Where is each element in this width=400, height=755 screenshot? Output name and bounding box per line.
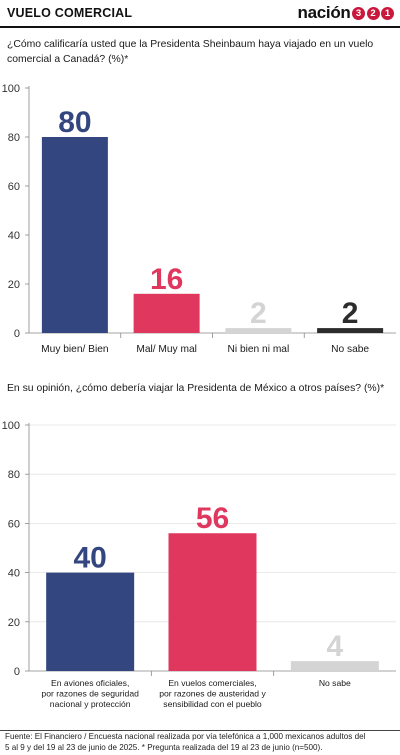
data-label-1-1: 80: [58, 106, 91, 139]
y-tick-label-100: 100: [2, 83, 20, 95]
brand-digit-2: 2: [366, 6, 380, 20]
chart-2-container: 0 20 40 60 80 100 40 En aviones oficiales, por r…: [0, 415, 400, 725]
y-tick-label-80: 80: [8, 132, 20, 144]
header-bar: VUELO COMERCIAL nación 3 2 1: [0, 0, 400, 26]
x-category-label-1-3: Ni bien ni mal: [228, 344, 290, 355]
chart-1-container: 0 20 40 60 80 100 80 Muy bien/ Bien 16 Mal/ Muy m…: [0, 80, 400, 362]
brand-wordmark: nación: [297, 3, 351, 22]
y-tick-label-0: 0: [14, 666, 20, 678]
y-tick-label-20: 20: [8, 279, 20, 291]
bar-2-1: [46, 572, 135, 671]
question-2: En su opinión, ¿cómo debería viajar la P…: [7, 383, 385, 394]
y-tick-label-40: 40: [8, 568, 20, 580]
question-1: ¿Cómo calificaría usted que la President…: [7, 39, 374, 65]
x-category-label-2-1-line-3: nacional y protección: [50, 699, 131, 709]
bar-1-3: [225, 328, 292, 333]
bar-1-4: [317, 328, 384, 333]
brand-digit-1: 1: [381, 6, 394, 20]
y-tick-label-40: 40: [8, 230, 20, 242]
data-label-1-4: 2: [342, 297, 359, 330]
y-tick-label-0: 0: [14, 328, 20, 340]
x-category-label-2-2-line-3: sensibilidad con el pueblo: [163, 699, 262, 709]
brand-digit-3: 3: [352, 6, 365, 20]
y-tick-label-80: 80: [8, 469, 20, 481]
x-category-label-2-2-line-1: En vuelos comerciales,: [168, 678, 256, 688]
data-label-1-3: 2: [250, 297, 267, 330]
x-category-label-2-1-line-1: En aviones oficiales,: [51, 678, 129, 688]
x-category-label-2-1-line-2: por razones de seguridad: [41, 689, 139, 699]
footer-note: Fuente: El Financiero / Encuesta naciona…: [5, 731, 397, 753]
bar-1-1: [41, 137, 108, 333]
bar-2-2: [168, 533, 257, 671]
brand-logo[interactable]: nación 3 2 1: [297, 3, 394, 23]
header-divider: [0, 26, 400, 28]
y-tick-label-100: 100: [2, 420, 20, 432]
x-category-label-1-2: Mal/ Muy mal: [136, 344, 197, 355]
footer-line-2: 5 al 9 y del 19 al 23 de junio de 2025. …: [5, 743, 323, 752]
data-label-1-2: 16: [150, 263, 183, 296]
y-tick-label-20: 20: [8, 617, 20, 629]
bar-1-2: [133, 293, 200, 333]
footer-line-1: Fuente: El Financiero / Encuesta naciona…: [5, 732, 366, 741]
footer-divider: [0, 730, 400, 731]
x-category-label-1-4: No sabe: [331, 344, 369, 355]
chart-1-svg: 0 20 40 60 80 100 80 Muy bien/ Bien 16 Mal/ Muy m…: [2, 83, 396, 355]
data-label-2-2: 56: [196, 502, 229, 535]
x-category-label-1-1: Muy bien/ Bien: [41, 344, 108, 355]
section-title: VUELO COMERCIAL: [7, 6, 133, 20]
y-tick-label-60: 60: [8, 181, 20, 193]
x-category-label-2-3: No sabe: [319, 678, 351, 688]
y-tick-label-60: 60: [8, 518, 20, 530]
data-label-2-1: 40: [73, 542, 106, 575]
data-label-2-3: 4: [326, 630, 343, 663]
x-category-label-2-2-line-2: por razones de austeridad y: [159, 689, 266, 699]
bar-2-3: [290, 661, 379, 671]
